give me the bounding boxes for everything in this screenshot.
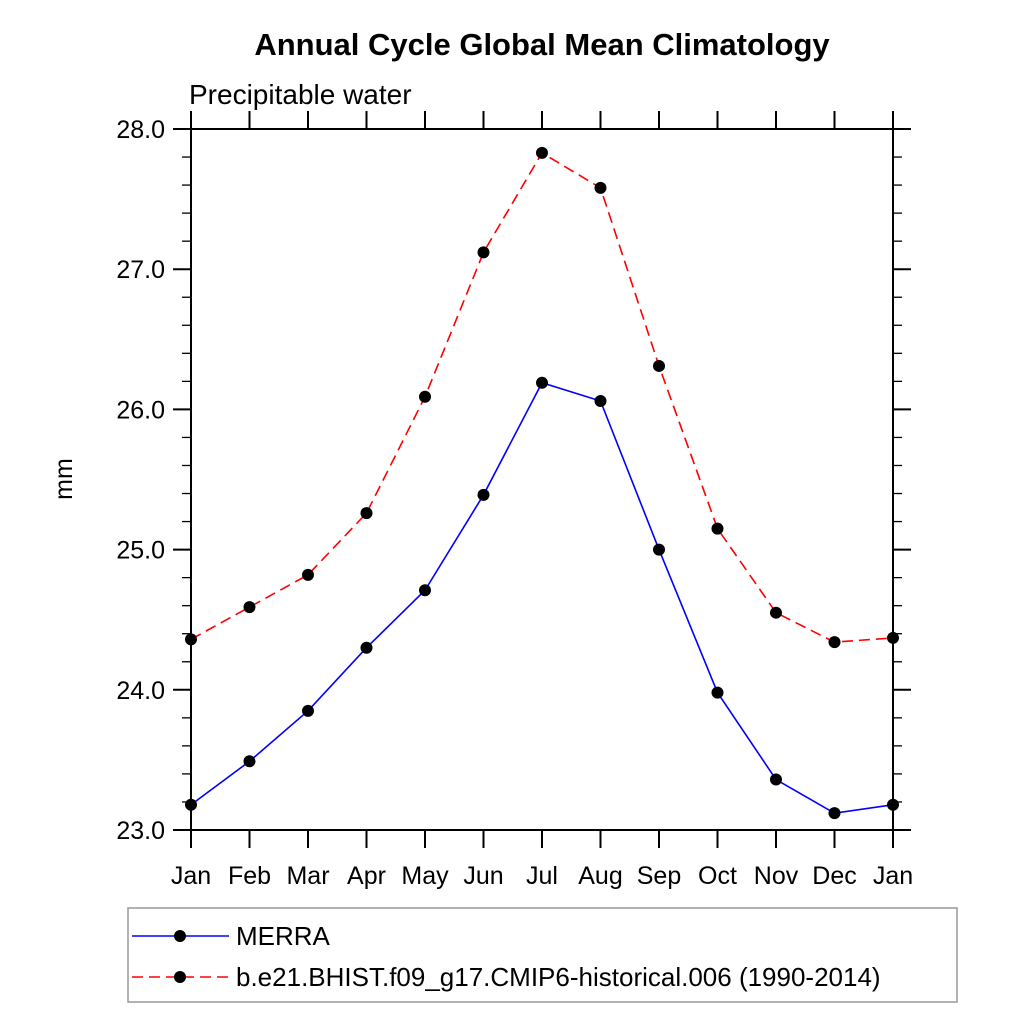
data-point-marker bbox=[419, 584, 431, 597]
legend-marker-dot bbox=[174, 930, 186, 942]
data-point-marker bbox=[243, 601, 256, 614]
x-tick-label: Jul bbox=[526, 862, 558, 890]
x-tick-label: Feb bbox=[228, 862, 271, 890]
chart-subtitle: Precipitable water bbox=[189, 79, 412, 110]
data-point-marker bbox=[594, 181, 607, 194]
legend: MERRA b.e21.BHIST.f09_g17.CMIP6-historica… bbox=[127, 907, 958, 1003]
data-point-marker bbox=[419, 390, 431, 403]
axis-ticks bbox=[173, 111, 911, 848]
data-point-marker bbox=[828, 807, 841, 820]
x-tick-label: May bbox=[401, 862, 449, 890]
x-tick-label: Jun bbox=[463, 862, 503, 890]
plot-frame bbox=[190, 128, 894, 831]
y-tick-label: 25.0 bbox=[116, 537, 165, 565]
legend-box bbox=[127, 907, 958, 1003]
data-point-marker bbox=[536, 376, 548, 389]
y-tick-label: 26.0 bbox=[116, 396, 165, 424]
data-point-marker bbox=[477, 246, 490, 259]
data-point-marker bbox=[711, 686, 724, 699]
legend-label: MERRA bbox=[236, 921, 331, 951]
data-point-marker bbox=[185, 798, 197, 811]
data-point-marker bbox=[770, 773, 782, 786]
data-point-marker bbox=[185, 633, 197, 646]
x-tick-label: Aug bbox=[578, 862, 622, 890]
chart-title: Annual Cycle Global Mean Climatology bbox=[254, 27, 830, 62]
x-tick-label: Jan bbox=[873, 862, 913, 890]
y-tick-label: 27.0 bbox=[116, 256, 165, 284]
data-point-marker bbox=[302, 704, 314, 717]
data-point-marker bbox=[887, 798, 899, 811]
legend-label: b.e21.BHIST.f09_g17.CMIP6-historical.006… bbox=[236, 962, 881, 992]
data-point-marker bbox=[477, 488, 490, 501]
data-point-marker bbox=[887, 631, 899, 644]
data-point-marker bbox=[653, 359, 665, 372]
data-point-marker bbox=[770, 606, 782, 619]
y-tick-label: 24.0 bbox=[116, 677, 165, 705]
data-point-marker bbox=[243, 755, 256, 768]
series-line-model bbox=[190, 151, 894, 643]
y-tick-label: 23.0 bbox=[116, 817, 165, 845]
data-point-marker bbox=[360, 641, 373, 654]
tick-labels: 23.0 24.0 25.0 26.0 27.0 28.0 Jan Feb Mar Apr May J… bbox=[116, 116, 913, 890]
legend-marker-dot bbox=[174, 971, 186, 983]
data-series bbox=[185, 146, 899, 820]
data-point-marker bbox=[653, 543, 665, 556]
data-point-marker bbox=[711, 522, 724, 535]
x-tick-label: Dec bbox=[812, 862, 856, 890]
x-tick-label: Sep bbox=[637, 862, 681, 890]
x-tick-label: Apr bbox=[347, 862, 386, 890]
x-tick-label: Nov bbox=[754, 862, 799, 890]
series-line-merra bbox=[190, 381, 894, 815]
data-point-marker bbox=[828, 636, 841, 649]
y-axis-label: mm bbox=[50, 458, 78, 500]
data-point-marker bbox=[360, 507, 373, 520]
y-tick-label: 28.0 bbox=[116, 116, 165, 144]
data-point-marker bbox=[536, 146, 548, 159]
x-tick-label: Mar bbox=[286, 862, 329, 890]
plot-border bbox=[190, 128, 894, 831]
data-point-marker bbox=[302, 568, 314, 581]
data-point-marker bbox=[594, 394, 607, 407]
x-tick-label: Oct bbox=[698, 862, 737, 890]
x-tick-label: Jan bbox=[171, 862, 211, 890]
